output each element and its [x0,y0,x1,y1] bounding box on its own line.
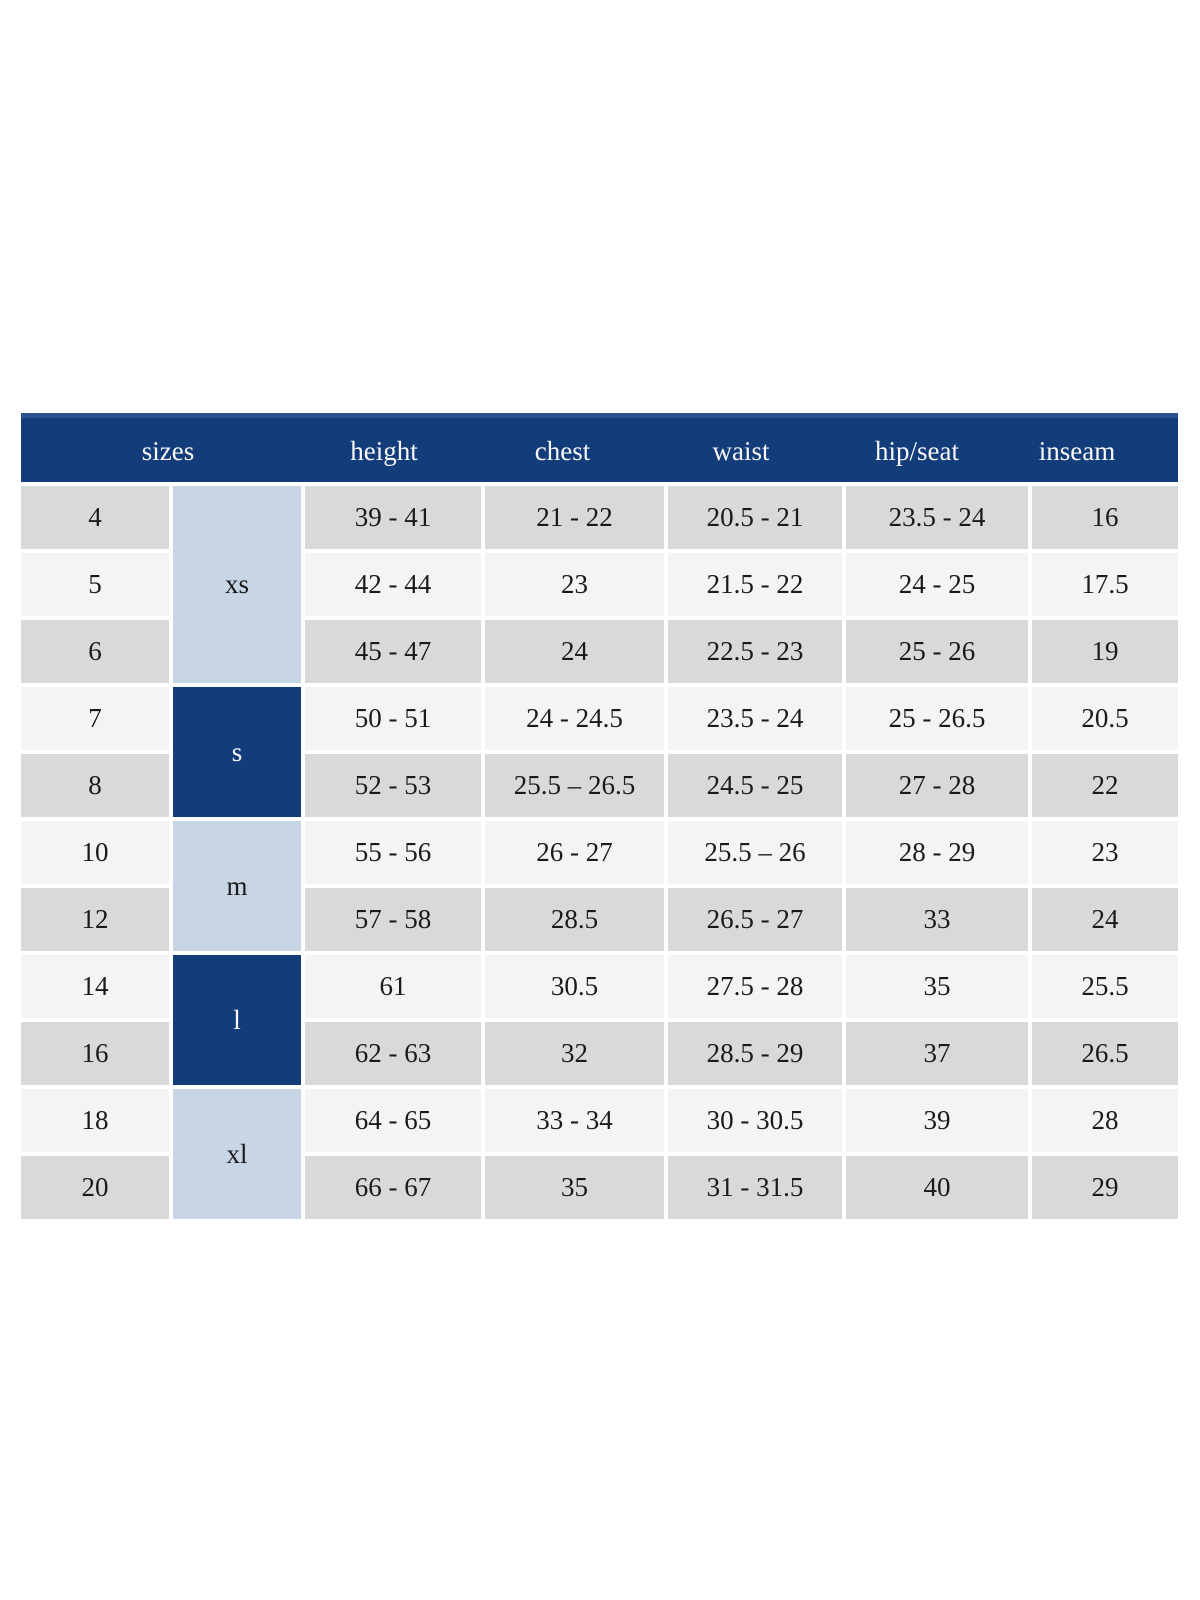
height-cell: 50 - 51 [305,687,481,750]
hip-seat-cell: 39 [846,1089,1028,1152]
hip-seat-cell: 25 - 26 [846,620,1028,683]
chest-cell: 23 [485,553,664,616]
hip-seat-cell: 23.5 - 24 [846,486,1028,549]
size-cell: 7 [21,687,169,750]
size-cell: 12 [21,888,169,951]
size-cell: 4 [21,486,169,549]
table-row: 8 52 - 53 25.5 – 26.5 24.5 - 25 27 - 28 … [21,754,1178,817]
waist-cell: 25.5 – 26 [668,821,842,884]
inseam-cell: 20.5 [1032,687,1178,750]
waist-cell: 23.5 - 24 [668,687,842,750]
table-row: 7 s 50 - 51 24 - 24.5 23.5 - 24 25 - 26.… [21,687,1178,817]
column-header-waist: waist [712,435,770,466]
column-header-hip-seat: hip/seat [875,435,959,466]
size-group-cell-m: m [173,821,301,951]
size-cell: 6 [21,620,169,683]
size-group-cell-xl: xl [173,1089,301,1219]
waist-cell: 28.5 - 29 [668,1022,842,1085]
chest-cell: 32 [485,1022,664,1085]
column-header-inseam: inseam [1038,435,1116,466]
hip-seat-cell: 25 - 26.5 [846,687,1028,750]
height-cell: 64 - 65 [305,1089,481,1152]
height-cell: 45 - 47 [305,620,481,683]
waist-cell: 20.5 - 21 [668,486,842,549]
waist-cell: 27.5 - 28 [668,955,842,1018]
inseam-cell: 29 [1032,1156,1178,1219]
inseam-cell: 25.5 [1032,955,1178,1018]
size-cell: 16 [21,1022,169,1085]
table-row: 16 62 - 63 32 28.5 - 29 37 26.5 [21,1022,1178,1085]
chest-cell: 25.5 – 26.5 [485,754,664,817]
hip-seat-cell: 33 [846,888,1028,951]
column-header-sizes: sizes [141,435,195,466]
height-cell: 61 [305,955,481,1018]
size-cell: 8 [21,754,169,817]
height-cell: 66 - 67 [305,1156,481,1219]
chest-cell: 24 [485,620,664,683]
size-group-cell-s: s [173,687,301,817]
waist-cell: 31 - 31.5 [668,1156,842,1219]
size-cell: 20 [21,1156,169,1219]
chest-cell: 21 - 22 [485,486,664,549]
height-cell: 57 - 58 [305,888,481,951]
inseam-cell: 19 [1032,620,1178,683]
height-cell: 62 - 63 [305,1022,481,1085]
table-row: 12 57 - 58 28.5 26.5 - 27 33 24 [21,888,1178,951]
hip-seat-cell: 37 [846,1022,1028,1085]
inseam-cell: 16 [1032,486,1178,549]
waist-cell: 26.5 - 27 [668,888,842,951]
table-row: 14 l 61 30.5 27.5 - 28 35 25.5 [21,955,1178,1085]
hip-seat-cell: 35 [846,955,1028,1018]
height-cell: 42 - 44 [305,553,481,616]
size-cell: 5 [21,553,169,616]
size-chart: sizes height chest waist hip/seat inseam… [21,413,1178,1223]
height-cell: 39 - 41 [305,486,481,549]
column-header-chest: chest [534,435,591,466]
table-row: 6 45 - 47 24 22.5 - 23 25 - 26 19 [21,620,1178,683]
inseam-cell: 22 [1032,754,1178,817]
hip-seat-cell: 24 - 25 [846,553,1028,616]
chest-cell: 33 - 34 [485,1089,664,1152]
size-group-cell-l: l [173,955,301,1085]
column-header-height: height [350,435,418,466]
table-row: 5 42 - 44 23 21.5 - 22 24 - 25 17.5 [21,553,1178,616]
chest-cell: 24 - 24.5 [485,687,664,750]
inseam-cell: 24 [1032,888,1178,951]
inseam-cell: 23 [1032,821,1178,884]
table-row: 4 xs 39 - 41 21 - 22 20.5 - 21 23.5 - 24… [21,486,1178,683]
hip-seat-cell: 40 [846,1156,1028,1219]
table-row: 20 66 - 67 35 31 - 31.5 40 29 [21,1156,1178,1219]
hip-seat-cell: 28 - 29 [846,821,1028,884]
size-chart-table: 4 xs 39 - 41 21 - 22 20.5 - 21 23.5 - 24… [17,482,1182,1223]
size-cell: 10 [21,821,169,884]
size-cell: 18 [21,1089,169,1152]
waist-cell: 21.5 - 22 [668,553,842,616]
size-cell: 14 [21,955,169,1018]
waist-cell: 30 - 30.5 [668,1089,842,1152]
table-row: 10 m 55 - 56 26 - 27 25.5 – 26 28 - 29 2… [21,821,1178,951]
inseam-cell: 26.5 [1032,1022,1178,1085]
table-row: 18 xl 64 - 65 33 - 34 30 - 30.5 39 28 [21,1089,1178,1219]
height-cell: 55 - 56 [305,821,481,884]
chest-cell: 35 [485,1156,664,1219]
waist-cell: 22.5 - 23 [668,620,842,683]
size-chart-header: sizes height chest waist hip/seat inseam [21,413,1178,482]
inseam-cell: 28 [1032,1089,1178,1152]
height-cell: 52 - 53 [305,754,481,817]
hip-seat-cell: 27 - 28 [846,754,1028,817]
chest-cell: 28.5 [485,888,664,951]
inseam-cell: 17.5 [1032,553,1178,616]
waist-cell: 24.5 - 25 [668,754,842,817]
chest-cell: 26 - 27 [485,821,664,884]
size-group-cell-xs: xs [173,486,301,683]
chest-cell: 30.5 [485,955,664,1018]
